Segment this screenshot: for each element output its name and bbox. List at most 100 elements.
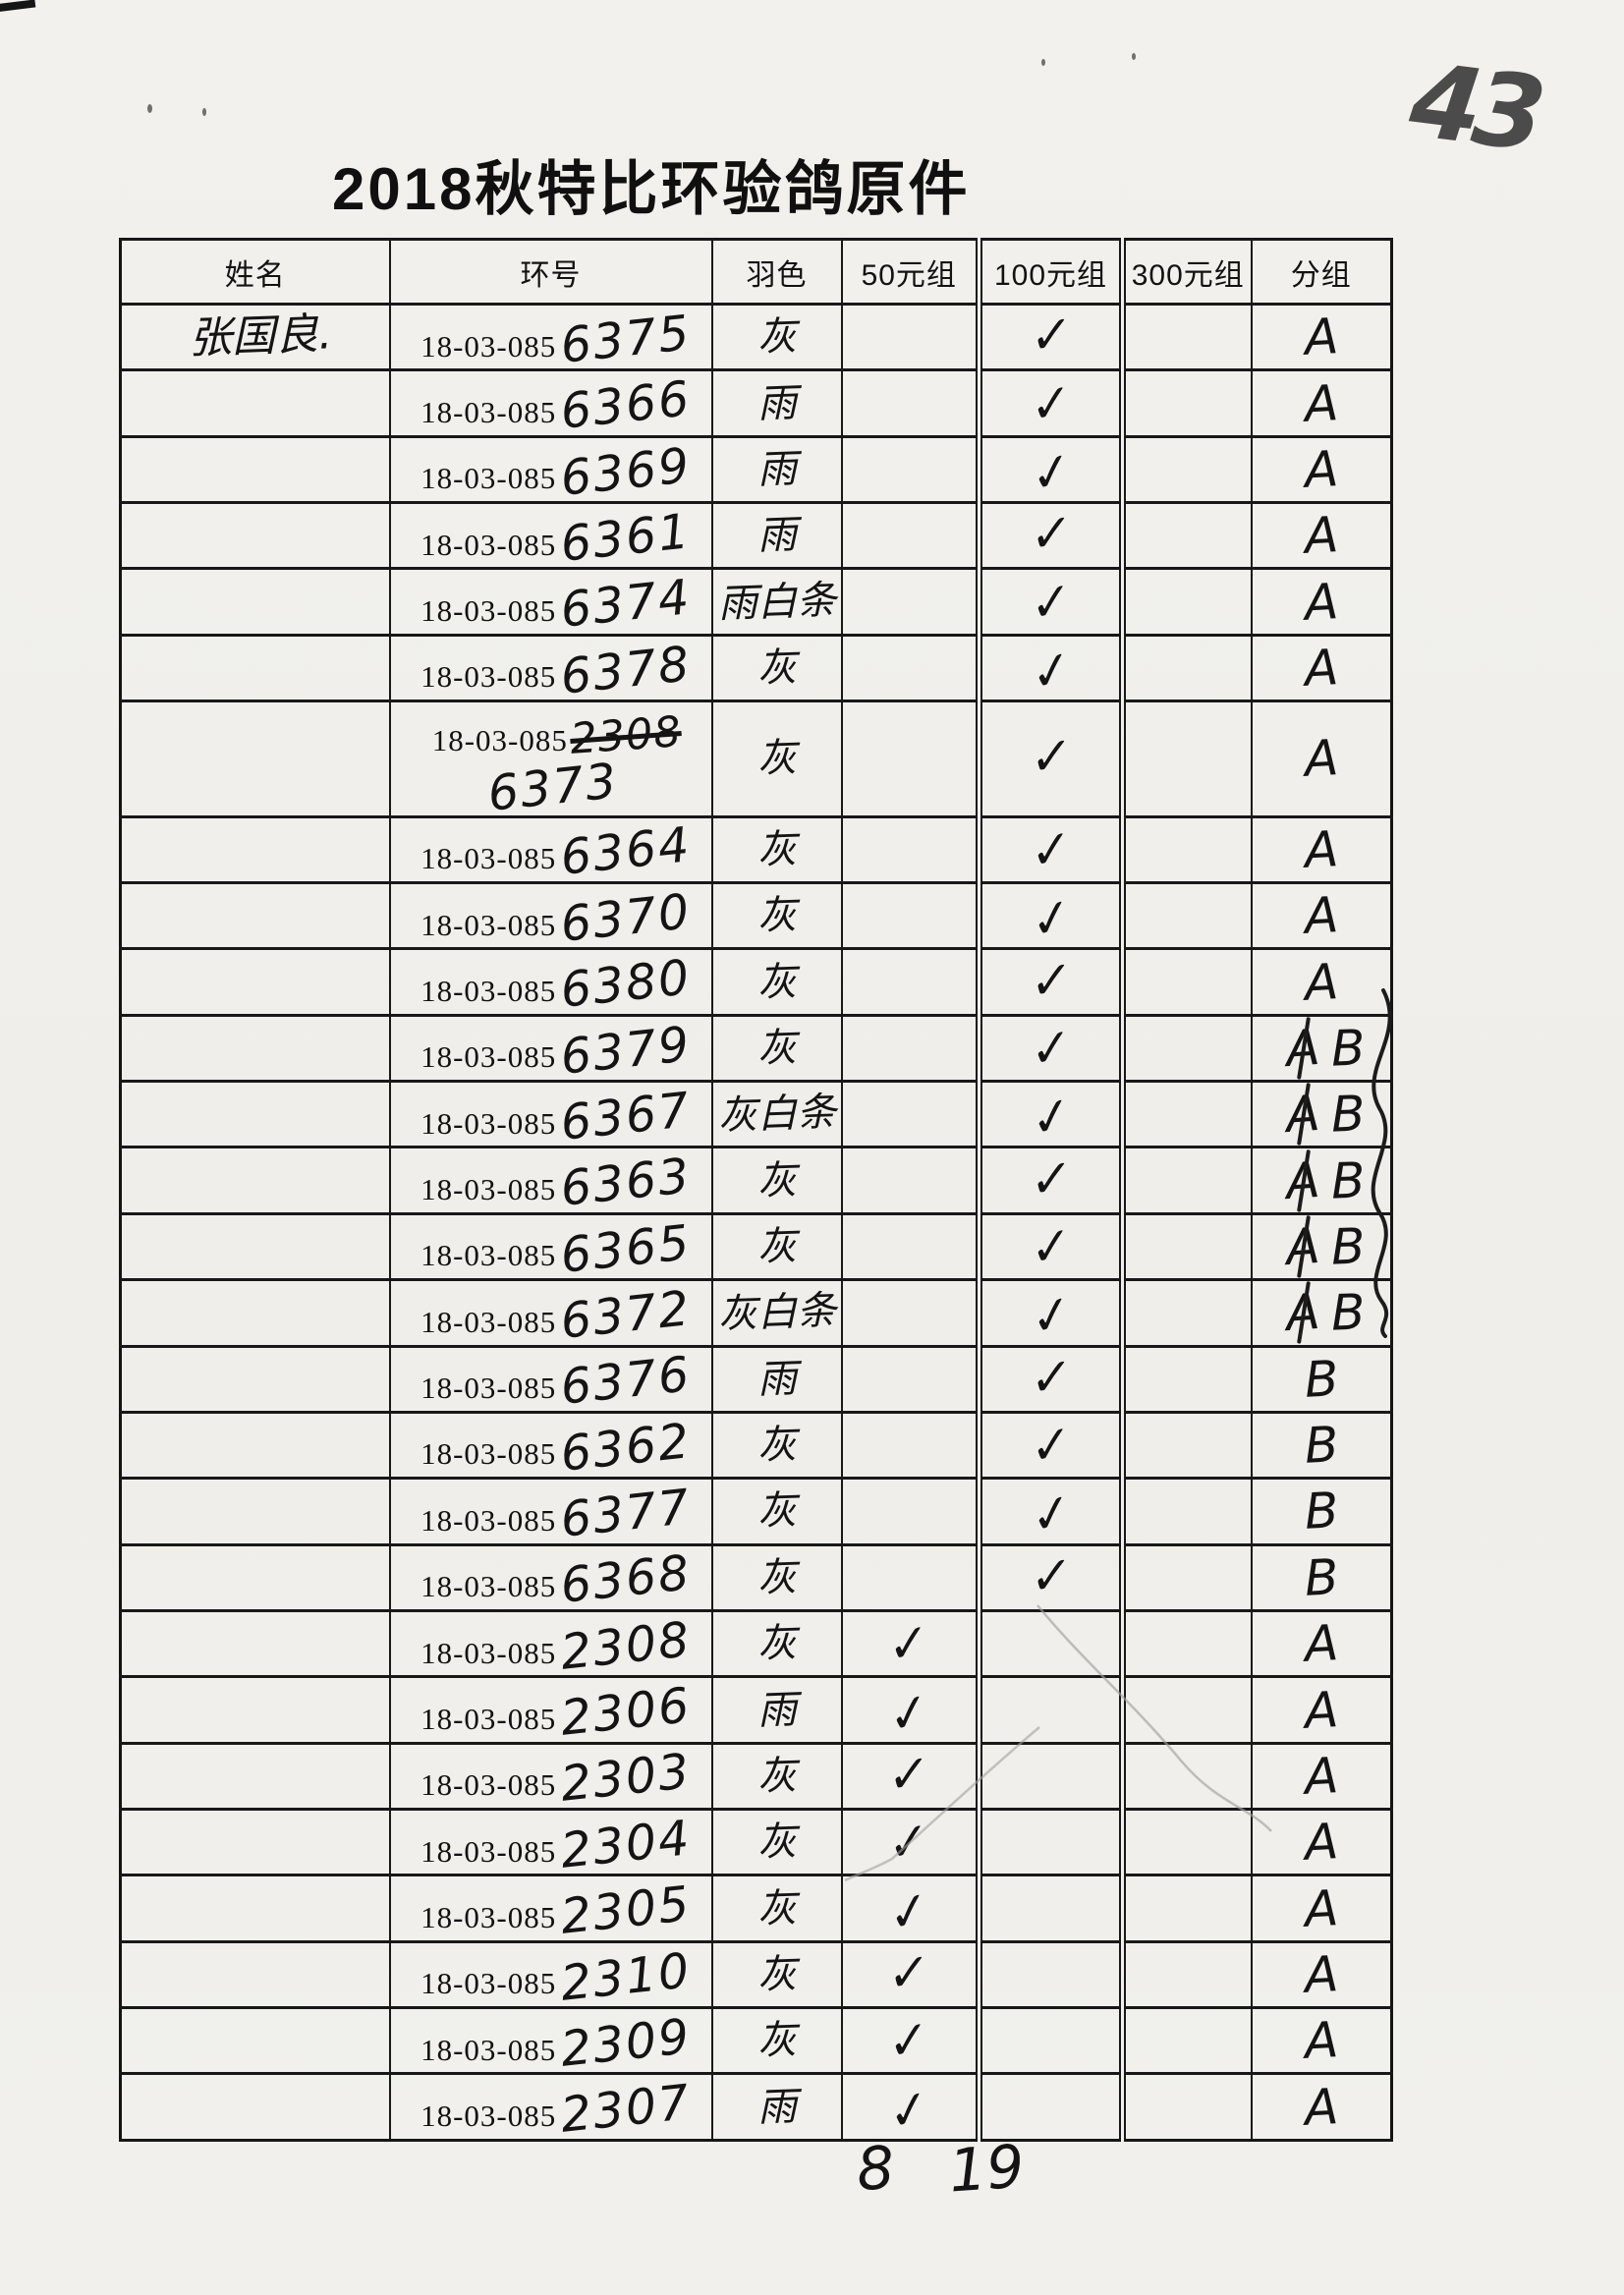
cell-100yuan: ✓ [976,947,1126,1017]
cell-300yuan [1121,881,1253,951]
header-row: 姓名 环号 羽色 50元组 100元组 300元组 分组 [119,238,1393,306]
cell-300yuan [1121,434,1253,505]
ring-prefix-printed: 18-03-085 [420,1833,557,1869]
cell-ring-number: 18-03-0852310 [388,1939,713,2011]
cell-group: A [1250,881,1393,951]
cell-300yuan [1121,1278,1253,1348]
cell-300yuan [1121,1542,1253,1612]
cell-50yuan [840,1477,980,1546]
cell-owner-name [119,1939,391,2010]
cell-ring-number: 18-03-0856377 [388,1477,713,1548]
cell-100yuan: ✓ [976,1410,1126,1481]
group-letter-handwriting: A [1303,886,1340,946]
cell-group: A [1250,947,1393,1017]
cell-owner-name [119,1542,391,1612]
table-row: 18-03-0852306 雨 ✓ A [119,1675,1393,1747]
group-letter-handwriting: A [1303,440,1340,499]
cell-group: A [1250,434,1393,505]
footer-number-right: 19 [946,2132,1027,2207]
ring-number-handwriting: 2308 [558,1610,695,1681]
cell-ring-number: 18-03-0852307 [388,2072,713,2144]
cell-100yuan [976,1675,1126,1745]
table-row: 18-03-0856377 灰 ✓ B [119,1477,1393,1548]
cell-owner-name [119,368,391,438]
cell-ring-number: 18-03-0856368 [388,1542,713,1615]
scan-speck [147,104,152,113]
cell-owner-name [119,501,391,571]
cell-ring-number: 18-03-0856369 [388,434,713,506]
feather-color-handwriting: 灰 [756,1554,798,1601]
cell-group: A [1250,1939,1393,2010]
ring-prefix-printed: 18-03-085 [420,841,557,876]
cell-300yuan [1121,1211,1253,1282]
ring-number-handwriting: 6373 [485,753,621,823]
ring-number-handwriting: 6361 [558,503,695,573]
table-row: 18-03-0852303 灰 ✓ A [119,1741,1393,1813]
pigeon-ring-table: 姓名 环号 羽色 50元组 100元组 300元组 分组 张国良. 18-03-… [119,238,1393,2144]
table-row: 18-03-0856369 雨 ✓ A [119,434,1393,506]
cell-group: B [1250,1477,1393,1546]
cell-ring-number: 18-03-0856362 [388,1410,713,1482]
cell-300yuan [1121,633,1253,703]
table-row: 18-03-0856364 灰 ✓ A [119,814,1393,886]
cell-100yuan: ✓ [976,368,1126,438]
table-row: 18-03-0856380 灰 ✓ A [119,947,1393,1019]
cell-300yuan [1121,1675,1253,1745]
cell-300yuan [1121,2072,1253,2142]
cell-ring-number: 18-03-0856375 [388,302,713,374]
checkmark-100yuan: ✓ [1029,1214,1073,1279]
cell-group: A [1250,1741,1393,1812]
cell-50yuan: ✓ [840,1675,980,1746]
group-letter-handwriting: A [1303,1680,1340,1740]
cell-100yuan: ✓ [976,1013,1126,1084]
checkmark-50yuan: ✓ [885,2076,934,2144]
checkmark-50yuan: ✓ [887,1611,930,1677]
checkmark-100yuan: ✓ [1029,304,1073,367]
cell-50yuan [840,1278,980,1348]
group-letter-handwriting: B [1303,1482,1340,1541]
cell-ring-number: 18-03-0856364 [388,814,713,886]
table-row: 18-03-0852305 灰 ✓ A [119,1874,1393,1945]
group-letter-handwriting: A [1303,1945,1340,2004]
ring-number-handwriting: 6378 [558,635,695,705]
cell-50yuan [840,302,980,372]
checkmark-100yuan: ✓ [1029,948,1073,1012]
group-letter-handwriting: A [1303,1614,1340,1673]
cell-owner-name [119,881,391,951]
table-row: 18-03-0856362 灰 ✓ B [119,1410,1393,1482]
checkmark-100yuan: ✓ [1027,1084,1076,1151]
checkmark-100yuan: ✓ [1027,1481,1076,1548]
cell-300yuan [1121,2006,1253,2076]
page-title: 2018秋特比环验鸽原件 [332,156,971,222]
checkmark-100yuan: ✓ [1029,569,1073,635]
cell-feather-color: 灰 [710,1477,843,1546]
cell-feather-color: 灰 [710,881,843,951]
table-row: 18-03-0856370 灰 ✓ A [119,881,1393,953]
cell-ring-number: 18-03-0852303 [388,1741,713,1813]
ring-prefix-printed: 18-03-085 [420,1701,557,1736]
ring-prefix-printed: 18-03-085 [420,659,557,695]
ring-number-handwriting: 6372 [558,1280,695,1350]
cell-ring-number: 18-03-0856370 [388,881,713,953]
cell-owner-name [119,2072,391,2142]
ring-number-handwriting: 6368 [558,1544,695,1615]
group-letter-handwriting: B [1330,1085,1367,1144]
group-letter-handwriting: B [1330,1151,1367,1210]
cell-feather-color: 灰 [710,1808,843,1877]
ring-prefix-printed: 18-03-085 [420,1371,557,1406]
cell-ring-number: 18-03-0856367 [388,1080,713,1151]
checkmark-100yuan: ✓ [1029,1147,1073,1210]
feather-color-handwriting: 灰 [756,1753,798,1800]
cell-50yuan: ✓ [840,1939,980,2010]
table-row: 18-03-0856368 灰 ✓ B [119,1542,1393,1615]
feather-color-handwriting: 灰 [756,2017,798,2064]
feather-color-handwriting: 灰 [756,826,798,873]
cell-group: A [1250,1608,1393,1679]
group-letter-struck: A [1284,1085,1322,1145]
cell-feather-color: 雨 [710,1344,843,1414]
ring-prefix-printed: 18-03-085 [420,907,557,942]
